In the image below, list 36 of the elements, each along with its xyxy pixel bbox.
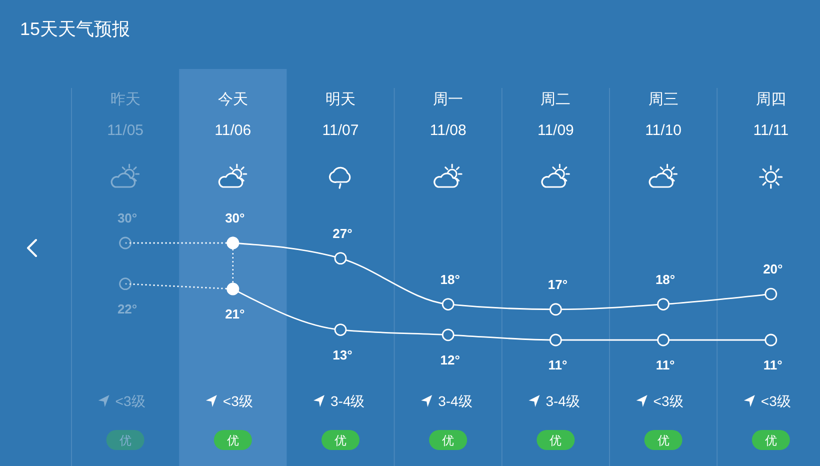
chart-title: 15天天气预报 [20, 19, 130, 39]
data-label: 30° [117, 210, 138, 226]
data-label: 11° [656, 358, 675, 372]
text: 优 [657, 434, 670, 448]
text: 优 [226, 434, 239, 448]
x-tick-label: 明天 11/07 [322, 91, 359, 139]
text: 3-4级 [330, 393, 365, 409]
data-label: 27° [332, 226, 352, 241]
text: 3-4级 [546, 393, 580, 409]
data-label: 18° [440, 272, 460, 287]
data-label: 13° [332, 347, 352, 362]
x-tick-label: 周三 11/10 [645, 91, 682, 139]
x-tick-label: 周一 11/08 [430, 91, 466, 139]
data-label: 30° [225, 210, 245, 226]
text: <3级 [115, 393, 146, 409]
x-tick-label: 今天 11/06 [214, 91, 252, 139]
x-tick-label: 周二 11/09 [537, 91, 574, 139]
data-label: 22° [117, 301, 138, 316]
text: 3-4级 [438, 393, 472, 409]
text: 优 [764, 434, 777, 448]
data-label: 20° [763, 262, 783, 277]
data-label: 11° [548, 358, 568, 372]
x-tick-label: 昨天 11/05 [107, 91, 144, 139]
x-tick-label: 周四 11/11 [753, 91, 789, 139]
data-label: 17° [548, 276, 568, 292]
text: 优 [550, 434, 562, 448]
text: <3级 [760, 393, 791, 409]
text: 优 [119, 434, 132, 448]
text: <3级 [222, 393, 253, 409]
data-label: 18° [655, 272, 676, 287]
data-label: 11° [763, 358, 782, 372]
data-label: 12° [440, 352, 460, 368]
text: <3级 [653, 393, 684, 409]
data-label: 21° [225, 306, 245, 322]
text: 优 [334, 434, 346, 448]
text: 优 [442, 434, 454, 448]
